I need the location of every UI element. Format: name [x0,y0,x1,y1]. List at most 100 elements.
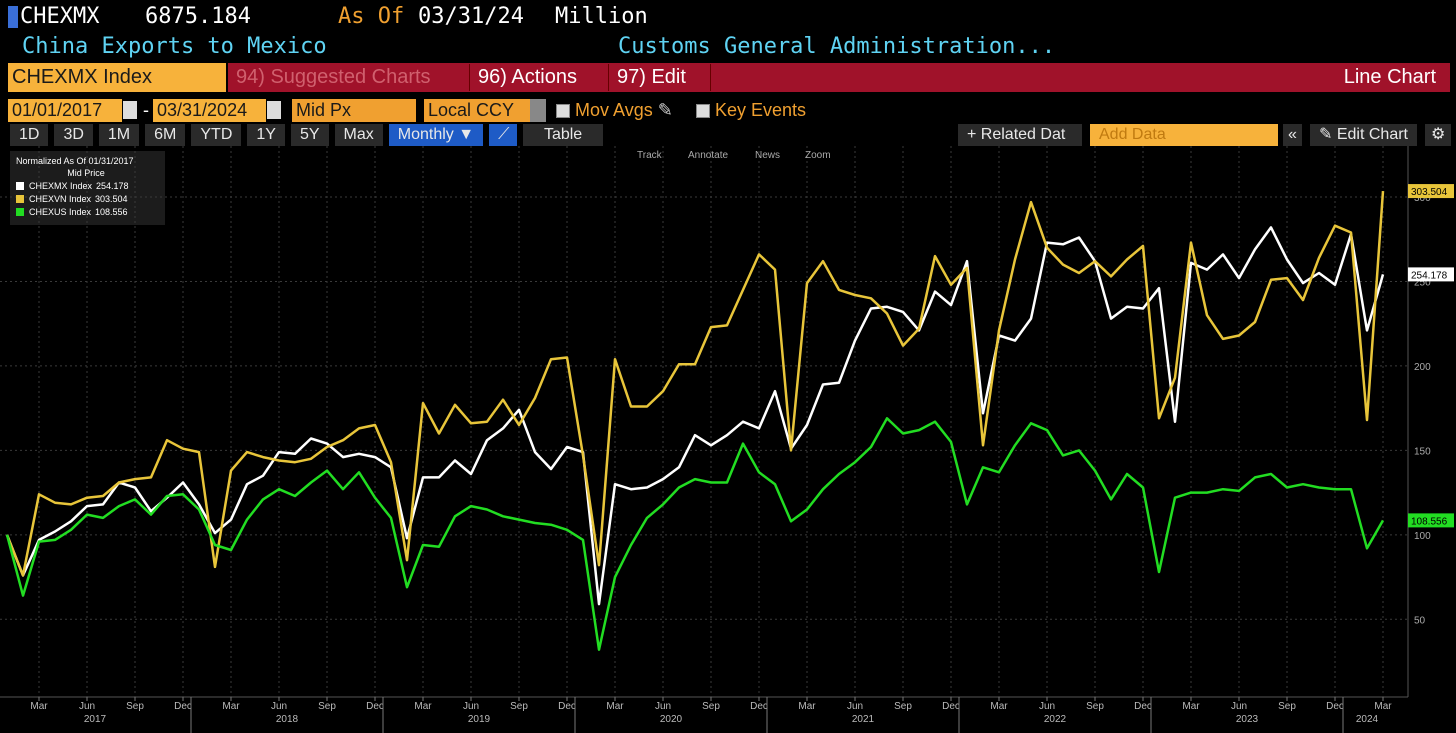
x-tick-label: Jun [79,701,95,712]
legend-swatch [16,182,24,190]
last-value-badge [1408,184,1454,199]
period-button[interactable]: 1D [10,124,49,146]
pencil-icon[interactable]: ✎ [657,100,673,120]
x-year-label: 2023 [1236,714,1259,725]
chart-view[interactable]: Line Chart [1343,66,1436,88]
series-line [5,226,1385,606]
y-tick-label: 200 [1414,362,1431,373]
last-value-badge [1408,267,1454,282]
field-select[interactable]: Mid Px [292,99,416,122]
x-tick-label: Jun [271,701,287,712]
checkbox[interactable] [696,104,710,119]
x-tick-label: Mar [414,701,432,712]
key-events-label: Key Events [715,100,807,120]
x-tick-label: Dec [174,701,192,712]
legend-name: CHEXUS Index [29,207,92,217]
as-of-date: 03/31/24 [418,4,524,29]
legend-title: Normalized As Of 01/31/2017 [16,156,134,166]
series-line [5,191,1385,577]
chart-tool: Annotate [688,150,728,161]
chart-type-button[interactable]: ⟋ [489,124,518,146]
x-tick-label: Sep [1086,701,1104,712]
period-button[interactable]: YTD [191,124,242,146]
start-date[interactable]: 01/01/2017 [8,99,122,122]
frequency-button[interactable]: Monthly ▼ [388,124,484,146]
y-tick-label: 50 [1414,615,1426,626]
x-tick-label: Mar [606,701,624,712]
mov-avgs[interactable]: Mov Avgs ✎ [556,99,673,122]
menu-suggested[interactable]: 94) Suggested Charts [236,66,431,88]
x-tick-label: Mar [1374,701,1392,712]
legend-entry: CHEXVN Index 303.504 [29,194,128,204]
x-tick-label: Sep [318,701,336,712]
legend-entry: CHEXUS Index 108.556 [29,207,128,217]
period-button[interactable]: 5Y [290,124,329,146]
legend-entry: CHEXMX Index 254.178 [29,181,129,191]
period-button[interactable]: 3D [54,124,93,146]
security-field[interactable]: CHEXMX Index [8,63,226,92]
legend-value: 303.504 [95,194,128,204]
y-tick-label: 150 [1414,446,1431,457]
edit-chart-button[interactable]: ✎ Edit Chart [1310,124,1417,146]
menu-actions[interactable]: 96) Actions [478,66,577,88]
source: Customs General Administration... [618,34,1056,59]
x-tick-label: Sep [510,701,528,712]
chart-tool: News [755,150,780,161]
x-tick-label: Sep [126,701,144,712]
period-button[interactable]: 6M [145,124,186,146]
collapse-button[interactable]: « [1283,124,1302,146]
chart: 50 100 150 200 250 300 Mar Jun Sep Dec Mar Jun Sep De… [0,146,1454,733]
y-tick-label: 100 [1414,531,1431,542]
price: 6875.184 [145,4,251,29]
x-year-label: 2024 [1356,714,1379,725]
period-buttons: 1D 3D 1M 6M YTD 1Y 5Y Max Monthly ▼ ⟋ Ta… [10,124,604,146]
x-tick-label: Dec [558,701,576,712]
last-value-label: 303.504 [1411,187,1448,198]
menu-edit[interactable]: 97) Edit [617,66,686,88]
period-button[interactable]: 1M [98,124,140,146]
calendar-icon[interactable] [123,101,137,119]
x-tick-label: Jun [847,701,863,712]
end-date[interactable]: 03/31/2024 [153,99,266,122]
x-year-label: 2019 [468,714,491,725]
legend-value: 108.556 [95,207,128,217]
legend-name: CHEXMX Index [29,181,93,191]
x-tick-label: Dec [366,701,384,712]
last-value-badge [1408,513,1454,528]
related-data-button[interactable]: + Related Dat [958,124,1082,146]
edit-chart-label: Edit Chart [1336,126,1408,143]
settings-button[interactable]: ⚙ [1425,124,1452,146]
x-tick-label: Sep [702,701,720,712]
range-separator: - [143,100,149,120]
legend-subtitle: Mid Price [67,168,105,178]
divider [710,64,711,91]
legend-value: 254.178 [96,181,129,191]
description: China Exports to Mexico [22,34,327,59]
add-data-input[interactable]: Add Data [1090,124,1278,146]
key-events[interactable]: Key Events [696,99,806,122]
calendar-icon[interactable] [267,101,281,119]
x-tick-label: Jun [463,701,479,712]
x-tick-label: Sep [1278,701,1296,712]
x-tick-label: Dec [1326,701,1344,712]
dropdown-button[interactable] [530,99,546,122]
divider [608,64,609,91]
legend-swatch [16,195,24,203]
x-tick-label: Dec [1134,701,1152,712]
period-button[interactable]: 1Y [247,124,285,146]
mov-avgs-label: Mov Avgs [575,100,653,120]
x-tick-label: Mar [1182,701,1200,712]
legend-name: CHEXVN Index [29,194,92,204]
x-tick-label: Mar [222,701,240,712]
currency-select[interactable]: Local CCY [424,99,530,122]
y-tick-label: 300 [1414,193,1431,204]
legend-swatch [16,208,24,216]
table-button[interactable]: Table [523,124,604,146]
last-value-label: 108.556 [1411,516,1448,527]
x-year-label: 2020 [660,714,683,725]
checkbox[interactable] [556,104,570,119]
x-tick-label: Dec [942,701,960,712]
cursor-block [8,6,18,28]
period-button[interactable]: Max [334,124,383,146]
